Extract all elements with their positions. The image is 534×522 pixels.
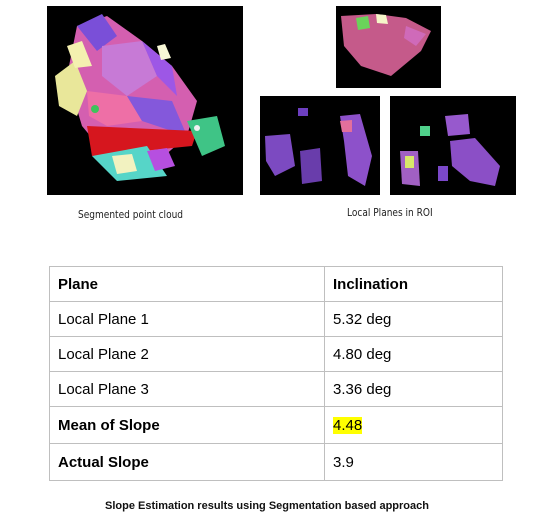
plane-cell: Local Plane 3 xyxy=(49,371,325,407)
mean-slope-label: Mean of Slope xyxy=(49,406,325,444)
plane-cell: Local Plane 1 xyxy=(49,301,325,337)
table-row: Mean of Slope 4.48 xyxy=(49,406,503,444)
roi-plane-right-image xyxy=(390,96,516,195)
mean-slope-value: 4.48 xyxy=(333,416,363,434)
roi-plane-left-image xyxy=(260,96,380,195)
inclination-cell: 4.80 deg xyxy=(324,336,503,372)
table-row: Local Plane 1 5.32 deg xyxy=(49,301,503,337)
plane-cell: Local Plane 2 xyxy=(49,336,325,372)
inclination-cell: 3.36 deg xyxy=(324,371,503,407)
segmented-point-cloud-image xyxy=(47,6,243,195)
actual-slope-value: 3.9 xyxy=(324,443,503,481)
table-caption: Slope Estimation results using Segmentat… xyxy=(105,500,429,512)
inclination-cell: 5.32 deg xyxy=(324,301,503,337)
table-row: Local Plane 2 4.80 deg xyxy=(49,336,503,372)
slope-results-table: Plane Inclination Local Plane 1 5.32 deg… xyxy=(49,266,503,481)
roi-top-view-image xyxy=(336,6,441,88)
local-planes-caption: Local Planes in ROI xyxy=(347,206,433,219)
actual-slope-label: Actual Slope xyxy=(49,443,325,481)
header-inclination: Inclination xyxy=(324,266,503,302)
header-plane: Plane xyxy=(49,266,325,302)
table-row: Local Plane 3 3.36 deg xyxy=(49,371,503,407)
table-header-row: Plane Inclination xyxy=(49,266,503,302)
mean-slope-cell: 4.48 xyxy=(324,406,503,444)
segmented-point-cloud-caption: Segmented point cloud xyxy=(78,208,184,221)
table-row: Actual Slope 3.9 xyxy=(49,443,503,481)
